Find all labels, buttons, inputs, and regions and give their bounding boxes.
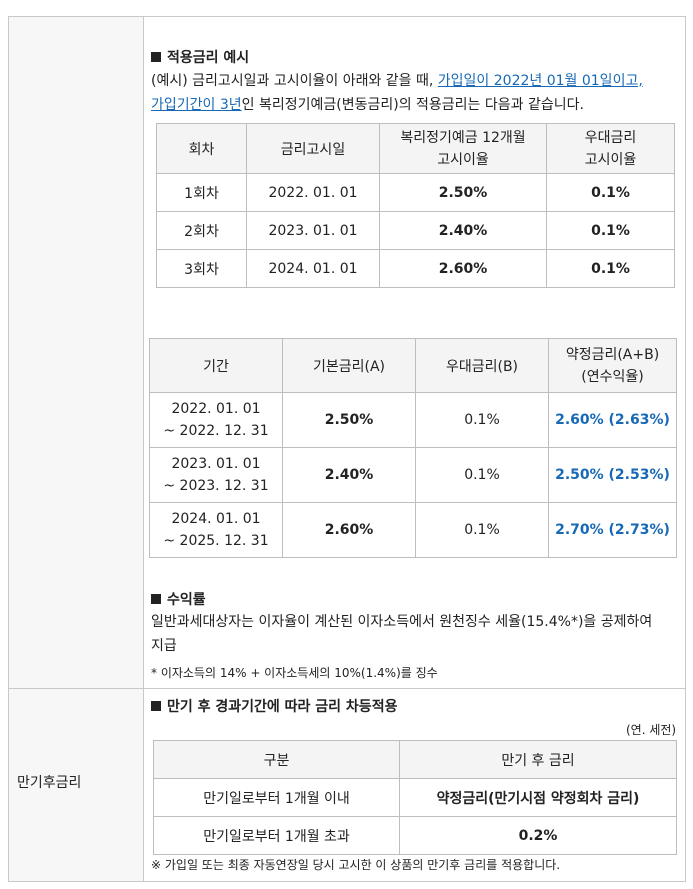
- yield-footnote: * 이자소득의 14% + 이자소득세의 10%(1.4%)를 징수: [151, 666, 438, 680]
- maturity-rate-table: 구분 만기 후 금리 만기일로부터 1개월 이내 약정금리(만기시점 약정회차 …: [153, 740, 677, 855]
- header-contract-rate: 약정금리(A+B) (연수익율): [548, 338, 677, 393]
- header-preferential: 우대금리 고시이율: [546, 123, 675, 174]
- rate-info-table: 만기후금리 적용금리 예시 (예시) 금리고시일과 고시이율이 아래와 같을 때…: [8, 16, 686, 882]
- square-bullet-icon: [151, 701, 161, 711]
- header-post-maturity-rate: 만기 후 금리: [399, 740, 677, 779]
- yield-title: 수익률: [151, 589, 206, 609]
- maturity-title-text: 만기 후 경과기간에 따라 금리 차등적용: [167, 699, 398, 715]
- row-divider: [9, 688, 685, 689]
- example-title-text: 적용금리 예시: [167, 50, 250, 66]
- header-preferential-rate: 우대금리(B): [415, 338, 549, 393]
- header-round: 회차: [156, 123, 247, 174]
- yield-description: 일반과세대상자는 이자율이 계산된 이자소득에서 원천징수 세율(15.4%*)…: [151, 614, 653, 654]
- intro-text: (예시) 금리고시일과 고시이율이 아래와 같을 때,: [151, 73, 438, 89]
- yield-title-text: 수익률: [167, 592, 206, 608]
- example-intro: (예시) 금리고시일과 고시이율이 아래와 같을 때, 가입일이 2022년 0…: [151, 69, 681, 117]
- intro-link-term[interactable]: 가입기간이 3년: [151, 97, 242, 113]
- table-row: 3회차 2024. 01. 01 2.60% 0.1%: [156, 249, 675, 288]
- header-base-rate: 기본금리(A): [282, 338, 416, 393]
- applied-rate-table: 기간 기본금리(A) 우대금리(B) 약정금리(A+B) (연수익율) 2022.…: [149, 338, 677, 558]
- table-row: 1회차 2022. 01. 01 2.50% 0.1%: [156, 173, 675, 212]
- unit-note: (연. 세전): [626, 723, 677, 737]
- table-row: 2023. 01. 01 ~ 2023. 12. 31 2.40% 0.1% 2.…: [149, 447, 677, 503]
- square-bullet-icon: [151, 594, 161, 604]
- label-column: [9, 17, 144, 881]
- row-label-maturity: 만기후금리: [17, 775, 82, 791]
- table-row: 만기일로부터 1개월 이내 약정금리(만기시점 약정회차 금리): [153, 778, 677, 817]
- table-row: 2024. 01. 01 ~ 2025. 12. 31 2.60% 0.1% 2.…: [149, 502, 677, 558]
- maturity-note: ※ 가입일 또는 최종 자동연장일 당시 고시한 이 상품의 만기후 금리를 적…: [151, 858, 561, 872]
- intro-link-join-date[interactable]: 가입일이 2022년 01월 01일이고,: [437, 73, 643, 89]
- header-deposit-rate: 복리정기예금 12개월 고시이율: [379, 123, 547, 174]
- intro-text-post: 인 복리정기예금(변동금리)의 적용금리는 다음과 같습니다.: [241, 97, 584, 113]
- table-row: 만기일로부터 1개월 초과 0.2%: [153, 816, 677, 855]
- table-row: 2회차 2023. 01. 01 2.40% 0.1%: [156, 211, 675, 250]
- example-title: 적용금리 예시: [151, 47, 249, 67]
- maturity-title: 만기 후 경과기간에 따라 금리 차등적용: [151, 696, 397, 716]
- header-period: 기간: [149, 338, 283, 393]
- header-category: 구분: [153, 740, 400, 779]
- square-bullet-icon: [151, 52, 161, 62]
- notice-rate-table: 회차 금리고시일 복리정기예금 12개월 고시이율 우대금리 고시이율 1회차 20…: [156, 123, 675, 288]
- header-notice-date: 금리고시일: [246, 123, 380, 174]
- table-row: 2022. 01. 01 ~ 2022. 12. 31 2.50% 0.1% 2.…: [149, 392, 677, 448]
